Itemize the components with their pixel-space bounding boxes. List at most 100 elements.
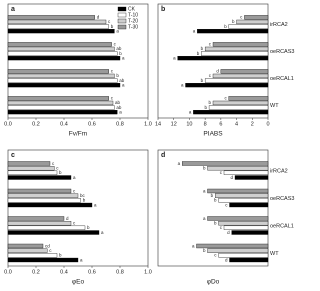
x-tick-label: 1.0 (144, 269, 152, 275)
significance-letter: a (94, 202, 97, 207)
significance-letter: c (111, 69, 114, 74)
bar (201, 51, 269, 56)
x-axis-label: φEo (72, 279, 85, 286)
x-tick-label: 0 (266, 121, 269, 127)
significance-letter: b (119, 51, 122, 56)
x-tick-label: 0.0 (4, 121, 12, 127)
x-tick-label: 0.4 (60, 269, 68, 275)
significance-letter: b (214, 198, 217, 203)
significance-letter: c (52, 161, 55, 166)
x-tick-label: 12 (171, 121, 177, 127)
plot-frame (157, 3, 269, 119)
legend-label: T-20 (128, 19, 138, 25)
significance-letter: b (203, 248, 206, 253)
significance-letter: a (101, 230, 104, 235)
bar (212, 100, 269, 106)
bar (7, 175, 72, 180)
category-label: oeRCAL1 (270, 223, 294, 229)
bar (182, 161, 269, 166)
bar (185, 82, 269, 88)
x-tick-label: 14 (155, 121, 161, 127)
bar (218, 198, 269, 203)
legend-label: T-10 (128, 13, 138, 19)
bar (7, 188, 72, 194)
bar (193, 109, 269, 115)
x-tick-label: 0.8 (116, 121, 124, 127)
significance-letter: ab (116, 105, 122, 110)
significance-letter: a (193, 28, 196, 33)
significance-letter: b (201, 46, 204, 51)
bar (212, 42, 269, 47)
panel-label: c (11, 152, 15, 159)
bar (208, 105, 269, 110)
bar (207, 248, 269, 253)
bar (223, 225, 269, 230)
category-label: oeRCAS3 (270, 49, 294, 55)
category-label: irRCA2 (270, 22, 288, 28)
bar (7, 109, 118, 115)
plot-frame (7, 149, 149, 267)
bar (7, 19, 107, 25)
x-tick-label: 2 (251, 121, 254, 127)
bar (215, 193, 269, 198)
bar (234, 175, 269, 180)
x-tick-label: 1.0 (144, 121, 152, 127)
significance-letter: b (197, 51, 200, 56)
bar (244, 15, 269, 20)
significance-letter: a (73, 175, 76, 180)
legend-swatch (117, 6, 127, 12)
bar (7, 253, 58, 258)
panel-label: a (11, 6, 15, 13)
bar (7, 55, 121, 61)
significance-letter: b (59, 253, 62, 258)
significance-letter: a (203, 188, 206, 193)
significance-letter: b (208, 100, 211, 105)
legend-swatch (117, 12, 127, 18)
bar (7, 73, 115, 79)
significance-letter: b (87, 225, 90, 230)
significance-letter: b (116, 73, 119, 78)
bar (212, 73, 269, 79)
bar (196, 243, 269, 249)
legend-label: CK (128, 7, 136, 13)
x-tick-label: 0.2 (32, 121, 40, 127)
x-tick-label: 6 (219, 121, 222, 127)
bar (7, 198, 81, 203)
significance-letter: a (189, 109, 192, 114)
category-label: oeRCAL1 (270, 76, 294, 82)
x-tick-label: 8 (204, 121, 207, 127)
x-tick-label: 0.0 (4, 269, 12, 275)
significance-letter: d (97, 15, 100, 20)
x-tick-label: 10 (186, 121, 192, 127)
panel-label: d (161, 152, 165, 159)
significance-letter: ab (116, 46, 122, 51)
significance-letter: ab (115, 100, 121, 105)
significance-letter: c (209, 73, 212, 78)
x-tick-label: 0.6 (88, 269, 96, 275)
significance-letter: a (192, 243, 195, 248)
significance-letter: b (59, 170, 62, 175)
significance-letter: c (225, 202, 228, 207)
bar (7, 15, 95, 20)
x-axis-label: PIABS (203, 131, 223, 138)
legend-label: T-30 (128, 25, 138, 31)
significance-letter: b (214, 220, 217, 225)
bar (218, 253, 269, 258)
significance-letter: c (56, 165, 59, 170)
bar (207, 166, 269, 171)
bar (7, 100, 114, 106)
bar (7, 78, 118, 83)
significance-letter: d (216, 69, 219, 74)
bar (229, 257, 269, 263)
significance-letter: c (114, 42, 117, 47)
significance-letter: c (111, 96, 114, 101)
bar (228, 24, 269, 29)
bar (7, 257, 79, 263)
significance-letter: d (227, 230, 230, 235)
significance-letter: b (201, 78, 204, 83)
bar (7, 46, 115, 52)
x-axis-label: Fv/Fm (69, 131, 87, 138)
bar (7, 105, 115, 110)
significance-letter: c (49, 248, 52, 253)
significance-letter: a (116, 28, 119, 33)
